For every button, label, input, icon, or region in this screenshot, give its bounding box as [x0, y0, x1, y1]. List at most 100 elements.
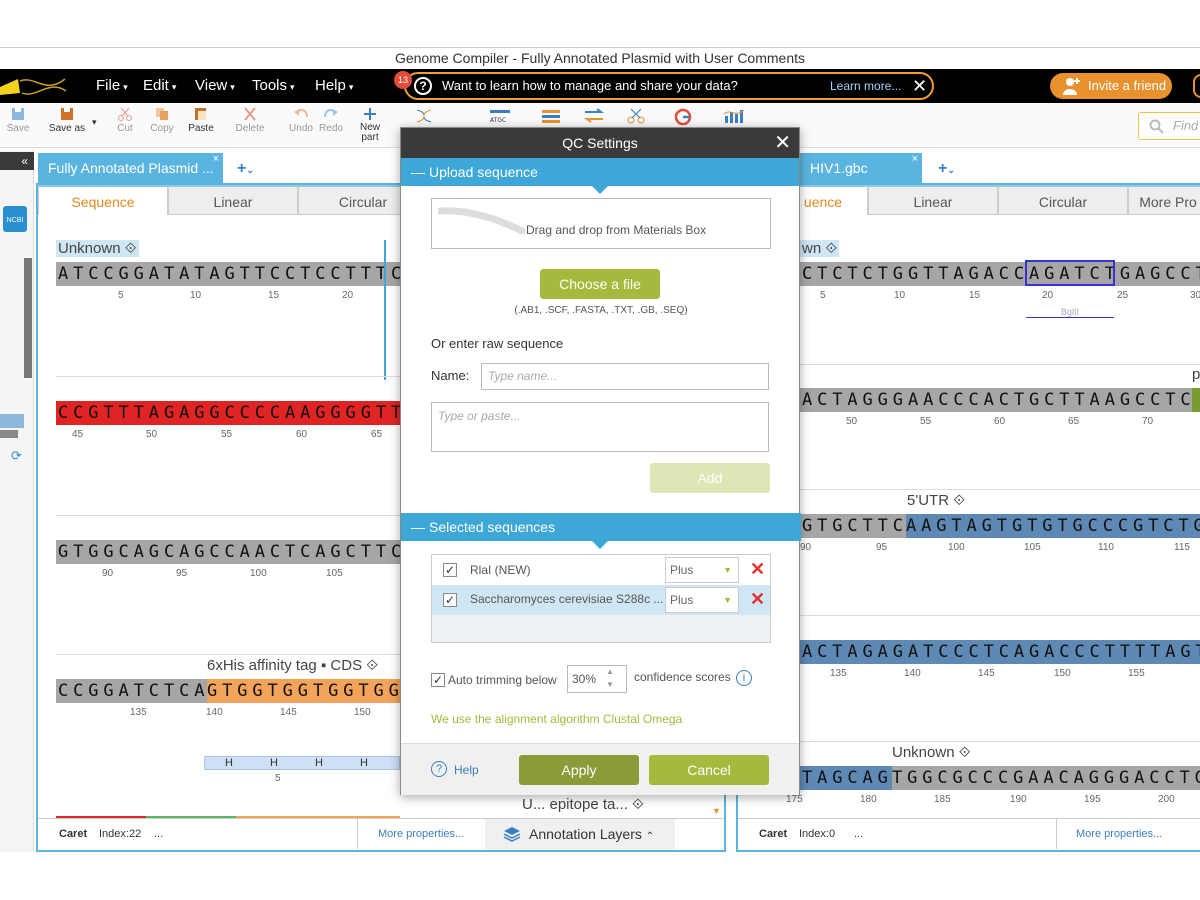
save-as-button[interactable]: Save as: [42, 107, 92, 134]
list-item[interactable]: ✓ RlaI (NEW) Plus ▼ ✕: [432, 555, 770, 585]
delete-button[interactable]: Delete: [227, 107, 273, 134]
bglii-site-highlight[interactable]: [1025, 260, 1115, 286]
atgc-tool-icon[interactable]: ATGC: [488, 108, 512, 124]
tab-hiv1[interactable]: HIV1.gbc ×: [800, 153, 922, 183]
translation-bar[interactable]: H H H H: [204, 756, 400, 770]
more-properties-link[interactable]: More properties...: [378, 828, 465, 840]
sequence-row[interactable]: GTGGCAGCAGCCAACTCAGCTTC: [56, 540, 400, 564]
more-properties-link[interactable]: More properties...: [1076, 828, 1163, 840]
list-item[interactable]: ✓ Saccharomyces cerevisiae S288c ... Plu…: [432, 585, 770, 615]
sequence-row[interactable]: CCGTTTAGAGGCCCCAAGGGGTT: [56, 401, 400, 425]
save-as-dropdown-icon[interactable]: ▾: [92, 117, 97, 127]
refresh-icon[interactable]: ⟳: [11, 448, 22, 463]
tab-linear[interactable]: Linear: [868, 185, 998, 215]
menu-tools[interactable]: Tools ▾: [252, 77, 295, 94]
undo-button[interactable]: Undo: [278, 107, 324, 134]
tab-more-properties[interactable]: More Pro: [1128, 185, 1200, 215]
sequence-row-cds-segment[interactable]: GTGGTGGTGGTGG: [207, 679, 400, 703]
close-icon[interactable]: ✕: [774, 132, 791, 154]
add-button[interactable]: Add: [650, 463, 770, 493]
feature-bar: [56, 816, 146, 819]
menu-view[interactable]: View ▾: [195, 77, 235, 94]
choose-file-button[interactable]: Choose a file: [540, 269, 660, 299]
sequence-row[interactable]: ACTAGGGAACCCACTGCTTAAGCCTCA: [800, 388, 1192, 412]
side-scrollbar[interactable]: [24, 258, 32, 378]
google-search-icon[interactable]: [673, 108, 693, 126]
notification-badge[interactable]: 13: [394, 71, 412, 89]
close-icon[interactable]: ✕: [912, 76, 928, 96]
cut-button[interactable]: Cut: [102, 107, 148, 134]
annotation-label-unknown[interactable]: wn ⟐: [800, 240, 840, 257]
add-tab-button[interactable]: +⌄: [237, 160, 254, 177]
drop-zone[interactable]: Drag and drop from Materials Box: [431, 198, 771, 249]
annotation-layers-button[interactable]: Annotation Layers ⌃: [485, 819, 675, 849]
redo-button[interactable]: Redo: [308, 107, 354, 134]
sequence-row[interactable]: ACTAGAGATCCCTCAGACCCTTTTAGT: [800, 640, 1200, 664]
menu-bar: File ▾ Edit ▾ View ▾ Tools ▾ Help ▾ 13 ? Want…: [0, 69, 1200, 103]
apply-button[interactable]: Apply: [519, 755, 639, 785]
annotation-label-epitope[interactable]: U... epitope ta... ⟐: [522, 796, 644, 813]
raw-sequence-heading: Or enter raw sequence: [431, 336, 564, 351]
features-tool-icon[interactable]: [540, 108, 562, 124]
new-part-button[interactable]: New part: [347, 107, 393, 143]
paste-button[interactable]: Paste: [178, 107, 224, 134]
tab-circular[interactable]: Circular: [998, 185, 1128, 215]
scroll-down-icon[interactable]: ▼: [712, 806, 721, 816]
primers-tool-icon[interactable]: [583, 108, 605, 124]
menu-edit[interactable]: Edit ▾: [143, 77, 177, 94]
sequence-row-segment[interactable]: TGGCGCCCGAACAGGGACCTG: [892, 766, 1200, 790]
selected-section-header[interactable]: Selected sequences: [401, 513, 801, 549]
raw-sequence-textarea[interactable]: Type or paste...: [431, 402, 769, 452]
restriction-site-label[interactable]: BglII: [1026, 306, 1114, 318]
ncbi-icon[interactable]: NCBI: [3, 206, 27, 232]
strand-select[interactable]: Plus ▼: [665, 557, 739, 583]
sequence-checkbox[interactable]: ✓: [443, 593, 457, 607]
annotation-label-6xhis[interactable]: 6xHis affinity tag ▪ CDS ⟐: [207, 657, 379, 674]
invite-friend-button[interactable]: Invite a friend: [1050, 73, 1172, 99]
tab-linear[interactable]: Linear: [168, 185, 298, 215]
account-circle[interactable]: [1193, 74, 1200, 98]
annotation-label-unknown-2[interactable]: Unknown ⟐: [892, 744, 971, 761]
annotation-label-unknown[interactable]: Unknown ⟐: [56, 240, 139, 257]
sequence-row[interactable]: CTCTCTGGTTAGACCAGATCTGAGCCT: [800, 262, 1200, 286]
close-tab-icon[interactable]: ×: [911, 153, 918, 165]
cancel-button[interactable]: Cancel: [649, 755, 769, 785]
find-input[interactable]: Find i: [1138, 112, 1200, 140]
save-button[interactable]: Save: [0, 107, 41, 134]
trim-threshold-stepper[interactable]: 30% ▲ ▼: [567, 665, 627, 693]
qc-tool-icon[interactable]: [722, 108, 746, 124]
tab-sequence[interactable]: Sequence: [38, 185, 168, 215]
help-icon[interactable]: ?: [431, 761, 447, 777]
right-subtabs: uence Linear Circular More Pro: [738, 185, 1200, 215]
sequence-name: Saccharomyces cerevisiae S288c ...: [470, 592, 664, 606]
annotation-label-5utr[interactable]: 5'UTR ⟐: [907, 492, 966, 509]
add-tab-button[interactable]: +⌄: [938, 160, 955, 177]
copy-button[interactable]: Copy: [139, 107, 185, 134]
help-link[interactable]: Help: [454, 763, 479, 777]
enzymes-tool-icon[interactable]: [625, 108, 647, 124]
info-icon[interactable]: i: [736, 670, 752, 686]
menu-file[interactable]: File ▾: [96, 77, 128, 94]
sequence-row-utr-segment[interactable]: AAGTAGTGTGTGCCCGTCTG: [906, 514, 1200, 538]
sequence-row-segment[interactable]: GTGCTTC: [800, 514, 906, 538]
close-tab-icon[interactable]: ×: [212, 153, 219, 165]
strand-select[interactable]: Plus ▼: [665, 587, 739, 613]
auto-trim-checkbox[interactable]: ✓: [431, 673, 445, 687]
sequence-row-segment[interactable]: CCGGATCTCA: [56, 679, 207, 703]
stepper-down-icon[interactable]: ▼: [606, 680, 614, 689]
remove-sequence-icon[interactable]: ✕: [750, 589, 766, 609]
sequence-row-segment[interactable]: TAGCAG: [800, 766, 892, 790]
sequence-checkbox[interactable]: ✓: [443, 563, 457, 577]
collapse-panel-button[interactable]: «: [0, 152, 34, 170]
sequence-row[interactable]: ATCCGGATATAGTTCCTCCTTTC: [56, 262, 400, 286]
tab-fully-annotated-plasmid[interactable]: Fully Annotated Plasmid ... ×: [38, 153, 223, 183]
dna-tool-icon[interactable]: [414, 108, 434, 124]
menu-help[interactable]: Help ▾: [315, 77, 354, 94]
remove-sequence-icon[interactable]: ✕: [750, 559, 766, 579]
stepper-up-icon[interactable]: ▲: [606, 667, 614, 676]
selected-sequences-list: ✓ RlaI (NEW) Plus ▼ ✕ ✓ Saccharomyces cer…: [431, 554, 771, 643]
learn-more-link[interactable]: Learn more...: [830, 79, 902, 93]
row-separator: [800, 615, 1200, 616]
name-input[interactable]: Type name...: [481, 363, 769, 390]
upload-section-header[interactable]: Upload sequence: [401, 158, 799, 194]
